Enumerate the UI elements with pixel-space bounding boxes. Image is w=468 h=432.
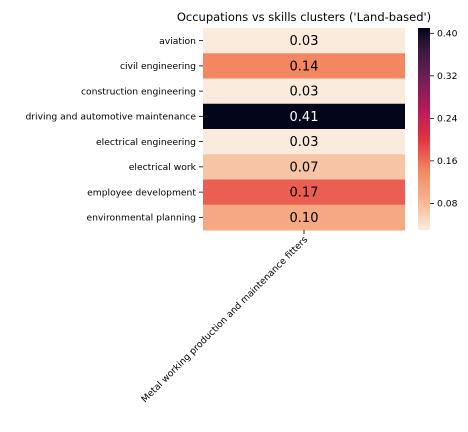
row-tick-label: electrical engineering [96,137,196,148]
heatmap-cell [203,78,405,105]
cell-value-label: 0.17 [290,186,319,201]
cell-value-label: 0.03 [290,34,319,49]
row-tick-label: electrical work [129,162,197,173]
column-tick-label: Metal working production and maintenance… [139,234,310,405]
cell-value-label: 0.41 [290,110,319,125]
row-tick-label: aviation [159,36,196,47]
row-tick-label: employee development [87,187,196,198]
cell-value-label: 0.03 [290,85,319,100]
column-tick-labels: Metal working production and maintenance… [139,230,310,405]
cell-value-label: 0.10 [290,211,319,226]
row-tick-label: construction engineering [81,86,196,97]
heatmap-cell [203,129,405,155]
colorbar-ticks: 0.08 0.16 0.24 0.32 0.40 [430,29,458,210]
heatmap-cell [203,53,405,79]
row-tick-label: driving and automotive maintenance [25,112,196,123]
row-tick-label: environmental planning [87,213,196,224]
cell-value-label: 0.03 [290,135,319,150]
colorbar-gradient [418,28,430,230]
heatmap-cell [203,204,405,231]
heatmap-cell [203,28,405,54]
heatmap-cells: 0.03 0.14 0.03 0.41 0.03 0.07 0.17 0.10 [203,28,405,231]
colorbar-tick-label: 0.32 [437,71,457,82]
row-tick-label: civil engineering [120,61,196,72]
colorbar-tick-label: 0.08 [437,199,458,210]
heatmap-cell [203,103,405,130]
colorbar: 0.08 0.16 0.24 0.32 0.40 [418,28,458,230]
cell-value-label: 0.07 [290,160,319,175]
cell-value-label: 0.14 [290,59,319,74]
heatmap-cell [203,154,405,180]
colorbar-tick-label: 0.24 [437,114,458,125]
colorbar-tick-label: 0.40 [437,29,458,40]
heatmap-cell [203,179,405,206]
chart-title: Occupations vs skills clusters ('Land-ba… [177,10,431,24]
row-tick-labels: aviation civil engineering construction en… [25,36,203,224]
colorbar-tick-label: 0.16 [437,156,458,167]
